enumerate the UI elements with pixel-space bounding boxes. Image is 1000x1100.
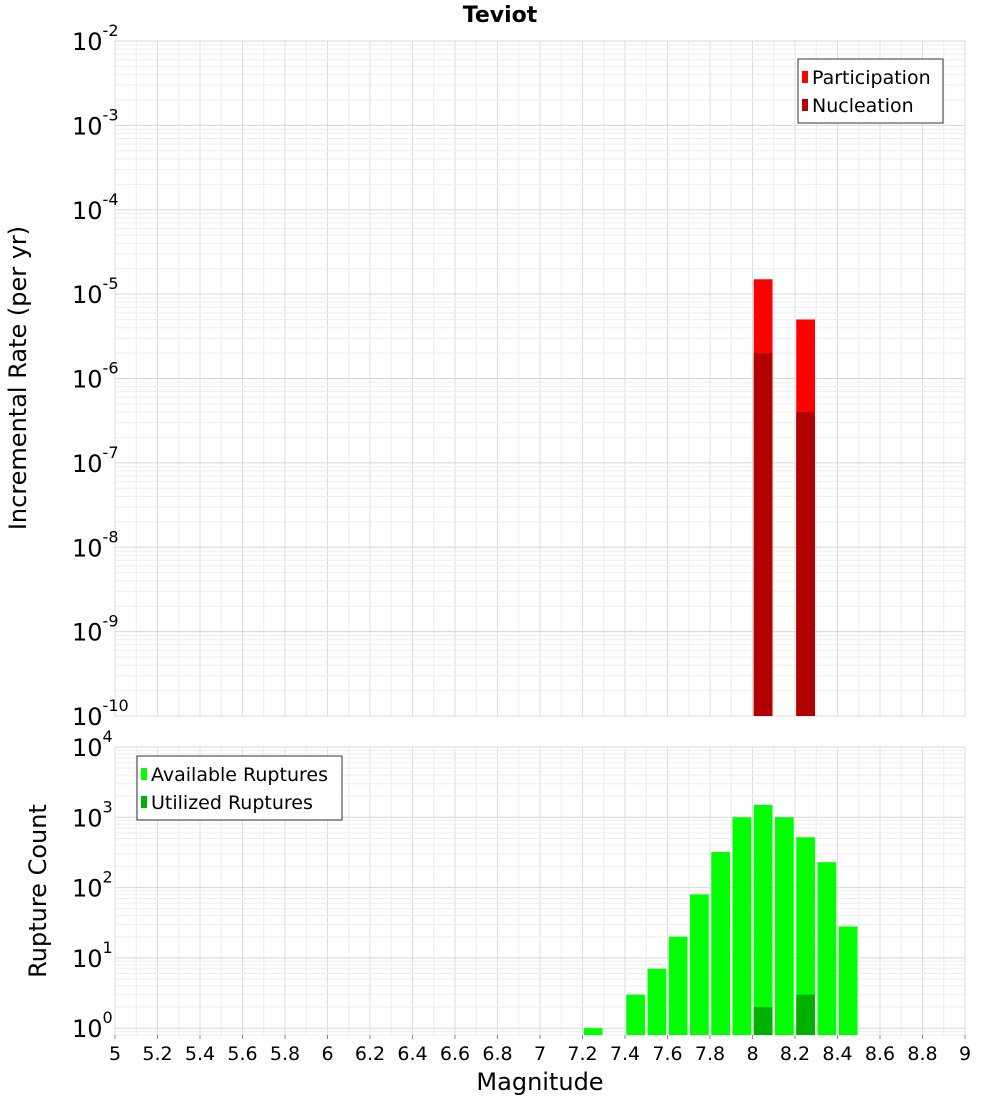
bar-available-ruptures (668, 936, 688, 1035)
legend-label: Available Ruptures (151, 764, 328, 786)
bottom-plot-bars (583, 804, 858, 1035)
x-tick-label: 7.2 (567, 1043, 597, 1065)
top-y-tick-labels: 10-2 10-3 10-4 10-5 10-6 10-7 10-8 10-9 10-10 (72, 21, 129, 731)
x-tick-label: 5.8 (270, 1043, 300, 1065)
top-plot-area: 10-2 10-3 10-4 10-5 10-6 10-7 10-8 10-9 10-10 In… (4, 21, 966, 731)
x-tick-label: 7.8 (695, 1043, 725, 1065)
y-tick-label: 10-9 (72, 612, 119, 647)
x-tick-label: 7.6 (652, 1043, 682, 1065)
bar-available-ruptures (711, 852, 730, 1035)
x-tick-label: 6 (321, 1043, 333, 1065)
x-tick-label: 5.4 (185, 1043, 215, 1065)
y-tick-label: 10-5 (72, 274, 119, 309)
legend-label: Nucleation (812, 95, 914, 117)
x-tick-label: 8.2 (780, 1043, 810, 1065)
y-tick-label: 10-6 (72, 359, 119, 394)
bar-available-ruptures (732, 817, 752, 1035)
y-tick-label: 10-3 (72, 105, 119, 140)
top-plot-bars (753, 279, 815, 716)
bar-nucleation (796, 412, 815, 716)
top-plot-grid (114, 40, 966, 717)
x-tick-label: 8.8 (907, 1043, 937, 1065)
legend-swatch (802, 99, 808, 111)
bar-available-ruptures (753, 804, 773, 1035)
y-tick-label: 10-8 (72, 527, 119, 562)
legend-box (797, 58, 944, 124)
x-tick-label: 6.8 (482, 1043, 512, 1065)
x-tick-label: 6.6 (440, 1043, 470, 1065)
x-tick-label: 7.4 (610, 1043, 640, 1065)
y-tick-label: 10-4 (72, 190, 119, 225)
x-tick-label: 5.6 (227, 1043, 257, 1065)
x-tick-labels: 5 5.2 5.4 5.6 5.8 6 6.2 6.4 6.6 6.8 7 7.2 7.4 7.6 7.8 8… (109, 1035, 971, 1065)
bar-utilized-ruptures (753, 1007, 773, 1035)
x-tick-label: 5 (109, 1043, 121, 1065)
y-tick-label: 104 (72, 727, 113, 762)
legend-label: Participation (812, 67, 931, 89)
bar-available-ruptures (647, 968, 667, 1035)
bar-available-ruptures (775, 817, 794, 1035)
bar-nucleation (753, 353, 773, 716)
y-tick-label: 10-7 (72, 443, 119, 478)
legend-swatch (141, 796, 147, 808)
y-tick-label: 102 (72, 868, 113, 903)
top-legend: Participation Nucleation (797, 58, 944, 124)
x-tick-label: 5.2 (142, 1043, 172, 1065)
bar-available-ruptures (817, 862, 837, 1035)
x-tick-label: 8.4 (822, 1043, 852, 1065)
bar-available-ruptures (796, 837, 815, 1035)
x-tick-label: 7 (534, 1043, 546, 1065)
bar-utilized-ruptures (796, 994, 815, 1035)
legend-box (136, 755, 343, 821)
y-tick-label: 100 (72, 1008, 113, 1043)
x-axis-label: Magnitude (476, 1068, 603, 1096)
chart-title: Teviot (463, 3, 538, 28)
bar-available-ruptures (583, 1028, 603, 1035)
y-tick-label: 10-10 (72, 696, 129, 731)
bottom-y-tick-labels: 104 103 102 101 100 (72, 727, 113, 1043)
legend-swatch (802, 71, 808, 83)
y-tick-label: 10-2 (72, 21, 119, 56)
bar-available-ruptures (690, 894, 709, 1035)
bar-available-ruptures (838, 926, 858, 1035)
y-tick-label: 103 (72, 797, 113, 832)
x-tick-label: 6.4 (397, 1043, 427, 1065)
top-y-axis-label: Incremental Rate (per yr) (4, 226, 32, 530)
legend-label: Utilized Ruptures (151, 792, 313, 814)
x-tick-label: 8 (746, 1043, 758, 1065)
y-tick-label: 101 (72, 938, 113, 973)
legend-swatch (141, 768, 147, 780)
bottom-legend: Available Ruptures Utilized Ruptures (136, 755, 343, 821)
x-tick-label: 9 (959, 1043, 971, 1065)
bar-available-ruptures (626, 994, 645, 1035)
bottom-y-axis-label: Rupture Count (24, 804, 52, 978)
x-tick-label: 6.2 (355, 1043, 385, 1065)
x-tick-label: 8.6 (865, 1043, 895, 1065)
bottom-plot-area: 104 103 102 101 100 5 5.2 5.4 5.6 5.8 6 6.2 6.4 6.6 6… (24, 727, 971, 1096)
